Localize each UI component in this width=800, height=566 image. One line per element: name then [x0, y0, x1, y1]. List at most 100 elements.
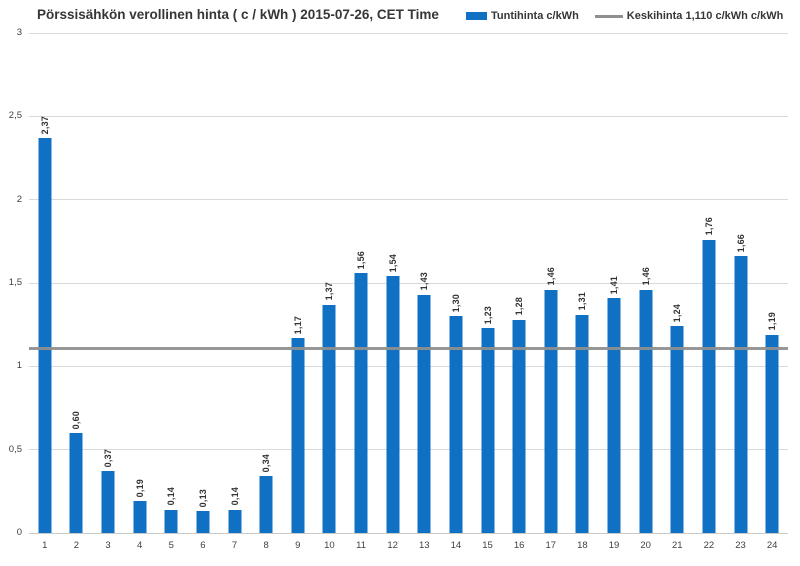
bar-hour-15 — [481, 328, 495, 533]
bar-hour-12 — [386, 276, 400, 533]
bar-value-label: 1,43 — [419, 272, 430, 291]
x-axis-tick-label: 2 — [73, 540, 80, 551]
x-axis-tick-label: 24 — [766, 540, 778, 551]
y-axis-tick-label: 1 — [16, 360, 22, 372]
x-axis-tick-label: 9 — [295, 540, 301, 551]
bar-slot: 1,43 13 — [409, 33, 441, 551]
gridline — [29, 282, 788, 284]
bar-slot: 1,23 15 — [472, 33, 504, 551]
legend-line-swatch-icon — [594, 14, 623, 18]
bar-hour-7 — [228, 509, 242, 533]
bar-slot: 1,17 9 — [282, 33, 314, 551]
x-axis-tick-label: 8 — [263, 540, 269, 551]
legend-average-label: Keskihinta 1,110 c/kWh c/kWh — [626, 10, 784, 22]
bar-value-label: 1,54 — [387, 254, 398, 273]
legend-item-hourly-price: Tuntihinta c/kWh — [466, 10, 579, 22]
x-axis-tick-label: 11 — [356, 540, 366, 551]
bar-value-label: 0,37 — [103, 449, 114, 468]
x-axis-tick-label: 5 — [168, 540, 174, 551]
bar-value-label: 1,28 — [514, 297, 525, 316]
x-axis-tick-label: 6 — [200, 540, 206, 551]
bar-hour-11 — [354, 273, 368, 533]
bar-value-label: 0,14 — [166, 487, 177, 506]
bar-value-label: 1,56 — [356, 250, 367, 269]
bar-value-label: 1,46 — [545, 267, 556, 286]
plot-area: 0 0,5 1 1,5 2 2,5 3 2,37 1 0,60 2 0,37 3 0,19 4 0,14 5 0,… — [9, 27, 788, 551]
x-axis-tick-label: 10 — [324, 540, 335, 551]
bar-value-label: 1,23 — [482, 305, 493, 324]
bar-value-label: 0,14 — [229, 487, 240, 506]
bar-slot: 1,76 22 — [693, 33, 725, 551]
bar-hour-8 — [259, 476, 273, 533]
bar-hour-6 — [196, 511, 210, 533]
bar-slot: 0,37 3 — [92, 33, 124, 551]
x-axis-tick-label: 12 — [387, 540, 398, 551]
legend-bar-swatch-icon — [466, 12, 487, 20]
bar-value-label: 0,60 — [71, 410, 82, 429]
bar-slot: 0,13 6 — [187, 33, 219, 551]
bar-slot: 1,54 12 — [377, 33, 409, 551]
bar-hour-24 — [765, 334, 779, 533]
x-axis-tick-label: 17 — [545, 540, 557, 551]
bar-slot: 1,46 20 — [630, 33, 662, 551]
bar-hour-16 — [512, 319, 526, 533]
gridline — [29, 365, 788, 367]
bar-slot: 0,14 5 — [156, 33, 188, 551]
bar-value-label: 1,76 — [703, 217, 714, 236]
x-axis-tick-label: 16 — [513, 540, 525, 551]
y-axis-tick-label: 0 — [16, 527, 22, 538]
gridline — [29, 115, 788, 117]
x-axis-tick-label: 21 — [672, 540, 683, 551]
bar-hour-4 — [133, 501, 147, 533]
x-axis-tick-label: 13 — [419, 540, 430, 551]
bar-hour-18 — [575, 314, 589, 533]
y-axis-tick-label: 2 — [16, 193, 22, 205]
bar-value-label: 2,37 — [39, 115, 50, 134]
bar-slot: 0,14 7 — [219, 33, 251, 551]
bar-hour-14 — [449, 316, 463, 533]
bar-slot: 1,31 18 — [567, 33, 599, 551]
bar-slot: 0,60 2 — [61, 33, 93, 551]
bar-hour-17 — [544, 289, 558, 533]
bar-hour-5 — [164, 509, 178, 533]
x-axis-line — [29, 532, 788, 534]
legend-item-average-price: Keskihinta 1,110 c/kWh c/kWh — [594, 10, 784, 22]
x-axis-tick-label: 1 — [42, 540, 48, 551]
bar-hour-10 — [322, 304, 336, 533]
y-axis-tick-label: 3 — [16, 27, 22, 38]
y-axis-tick-label: 0,5 — [8, 443, 22, 455]
bar-value-label: 1,37 — [324, 282, 335, 301]
x-axis-tick-label: 14 — [450, 540, 462, 551]
bar-hour-20 — [639, 289, 653, 533]
bar-value-label: 1,17 — [292, 315, 303, 334]
x-axis-tick-label: 22 — [703, 540, 715, 551]
y-axis-tick-label: 2,5 — [8, 110, 22, 122]
bar-value-label: 0,13 — [197, 489, 208, 508]
bar-value-label: 1,46 — [640, 267, 651, 286]
bar-value-label: 1,41 — [609, 275, 620, 294]
x-axis-tick-label: 20 — [640, 540, 651, 551]
x-axis-tick-label: 19 — [608, 540, 620, 551]
bar-slot: 1,30 14 — [440, 33, 472, 551]
gridline — [29, 449, 788, 451]
bar-slot: 1,28 16 — [503, 33, 535, 551]
bar-value-label: 1,30 — [450, 294, 461, 313]
bar-hour-13 — [417, 294, 431, 533]
bar-slot: 1,41 19 — [598, 33, 630, 551]
bar-hour-1 — [38, 138, 52, 533]
bar-slot: 0,19 4 — [124, 33, 156, 551]
bar-hour-21 — [670, 326, 684, 533]
gridline — [29, 199, 788, 201]
bar-value-label: 1,24 — [672, 304, 683, 323]
bar-slot: 1,56 11 — [345, 33, 377, 551]
bar-value-label: 0,34 — [261, 454, 272, 473]
bar-hour-9 — [291, 338, 305, 533]
bar-value-label: 0,19 — [134, 479, 145, 498]
legend-series-label: Tuntihinta c/kWh — [491, 10, 579, 22]
bar-slot: 0,34 8 — [250, 33, 282, 551]
x-axis-tick-label: 15 — [482, 540, 493, 551]
x-axis-tick-label: 7 — [231, 540, 238, 551]
bar-slot: 1,66 23 — [725, 33, 757, 551]
legend: Tuntihinta c/kWh Keskihinta 1,110 c/kWh … — [466, 10, 783, 22]
